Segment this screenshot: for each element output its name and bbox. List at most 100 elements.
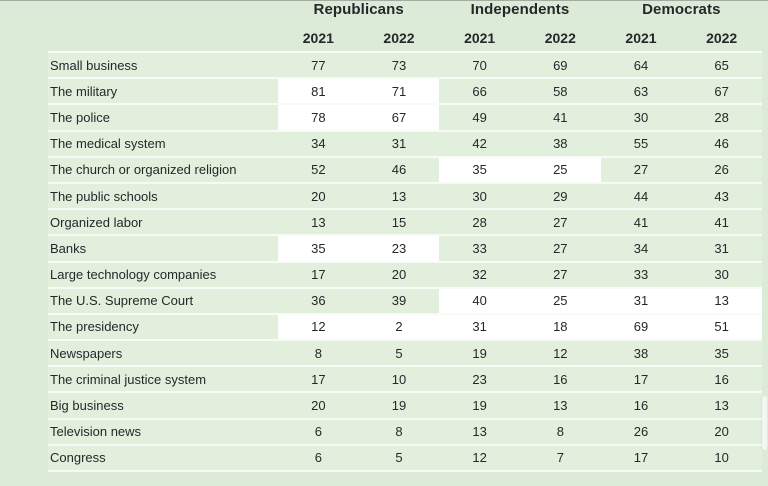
year-header: 2022 (706, 30, 738, 46)
value-cell: 12 (278, 314, 359, 340)
value-cell: 65 (714, 57, 729, 73)
row-label: Organized labor (50, 214, 143, 230)
value-cell: 32 (472, 267, 487, 283)
row-label: Newspapers (50, 345, 123, 361)
value-cell: 19 (472, 345, 487, 361)
value-cell: 78 (278, 105, 359, 130)
year-header: 2022 (544, 30, 576, 46)
table-row: Large technology companies 17 20 32 27 33 30 (48, 260, 762, 287)
group-header-independents: Independents (470, 1, 570, 18)
table-body: Small business 77 73 70 69 64 65 The military 81… (48, 51, 762, 472)
row-label: The church or organized religion (50, 162, 237, 178)
value-cell: 49 (472, 109, 487, 125)
table-row: Television news 6 8 13 8 26 20 (48, 417, 762, 444)
value-cell: 73 (391, 57, 407, 73)
value-cell: 34 (311, 136, 326, 152)
value-cell: 36 (311, 293, 326, 309)
value-cell: 13 (714, 398, 729, 414)
value-cell: 35 (714, 345, 729, 361)
value-cell: 29 (553, 188, 568, 204)
value-cell: 8 (395, 424, 403, 440)
value-cell: 6 (314, 450, 322, 466)
value-cell: 63 (633, 83, 649, 99)
value-cell: 8 (556, 424, 564, 440)
confidence-table: Republicans Independents Democrats 2021 … (48, 0, 762, 472)
table-row: Organized labor 13 15 28 27 41 41 (48, 208, 762, 235)
value-cell: 67 (358, 105, 440, 130)
year-header: 2021 (464, 30, 496, 46)
value-cell: 55 (633, 136, 649, 152)
value-cell: 17 (633, 371, 649, 387)
scrollbar-thumb[interactable] (762, 396, 767, 450)
value-cell: 23 (358, 236, 440, 261)
year-header: 2021 (625, 30, 657, 46)
row-label: Congress (50, 450, 106, 466)
value-cell: 67 (714, 83, 729, 99)
value-cell: 13 (472, 424, 487, 440)
value-cell: 12 (472, 450, 487, 466)
value-cell: 13 (553, 398, 568, 414)
value-cell: 13 (391, 188, 407, 204)
value-cell: 41 (714, 214, 729, 230)
value-cell: 25 (519, 157, 601, 182)
value-cell: 77 (311, 57, 326, 73)
value-cell: 81 (278, 79, 359, 104)
value-cell: 66 (472, 83, 487, 99)
value-cell: 44 (633, 188, 649, 204)
year-header: 2022 (383, 30, 415, 46)
group-header-democrats: Democrats (642, 1, 721, 18)
value-cell: 34 (633, 240, 649, 256)
table-row: Big business 20 19 19 13 16 13 (48, 391, 762, 418)
value-cell: 27 (553, 214, 568, 230)
row-label: Banks (50, 240, 87, 256)
value-cell: 18 (519, 314, 601, 340)
value-cell: 35 (278, 236, 359, 261)
value-cell: 43 (714, 188, 729, 204)
value-cell: 41 (553, 109, 568, 125)
table-row: The military 81 71 66 58 63 67 (48, 77, 762, 104)
row-label: Small business (50, 57, 138, 73)
value-cell: 17 (311, 371, 326, 387)
value-cell: 2 (358, 314, 440, 340)
row-label: The presidency (50, 319, 139, 335)
value-cell: 16 (633, 398, 649, 414)
value-cell: 46 (714, 136, 729, 152)
value-cell: 33 (472, 240, 487, 256)
value-cell: 7 (556, 450, 564, 466)
value-cell: 19 (391, 398, 407, 414)
table-row: Congress 6 5 12 7 17 10 (48, 443, 762, 470)
value-cell: 31 (439, 314, 520, 340)
table-row: The presidency 12 2 31 18 69 51 (48, 312, 762, 340)
value-cell: 51 (681, 314, 762, 340)
row-label: The military (50, 83, 118, 99)
value-cell: 26 (714, 162, 729, 178)
table-row: The public schools 20 13 30 29 44 43 (48, 181, 762, 209)
value-cell: 20 (714, 424, 729, 440)
value-cell: 31 (714, 240, 729, 256)
value-cell: 38 (633, 345, 649, 361)
row-label: Large technology companies (50, 267, 217, 283)
value-cell: 27 (553, 267, 568, 283)
value-cell: 23 (472, 371, 487, 387)
value-cell: 20 (311, 188, 326, 204)
value-cell: 70 (472, 57, 487, 73)
value-cell: 20 (311, 398, 326, 414)
value-cell: 15 (391, 214, 407, 230)
row-label: Television news (50, 424, 142, 440)
value-cell: 17 (633, 450, 649, 466)
value-cell: 10 (391, 371, 407, 387)
value-cell: 5 (395, 450, 403, 466)
value-cell: 25 (519, 288, 601, 313)
value-cell: 31 (600, 288, 682, 313)
year-header: 2021 (302, 30, 334, 46)
value-cell: 35 (439, 157, 520, 182)
row-label: The public schools (50, 188, 158, 204)
table-row: Newspapers 8 5 19 12 38 35 (48, 339, 762, 366)
value-cell: 8 (314, 345, 322, 361)
table-row: The medical system 34 31 42 38 55 46 (48, 129, 762, 156)
value-cell: 58 (553, 83, 568, 99)
value-cell: 19 (472, 398, 487, 414)
table-row: Small business 77 73 70 69 64 65 (48, 51, 762, 78)
row-label: Big business (50, 398, 124, 414)
value-cell: 42 (472, 136, 487, 152)
